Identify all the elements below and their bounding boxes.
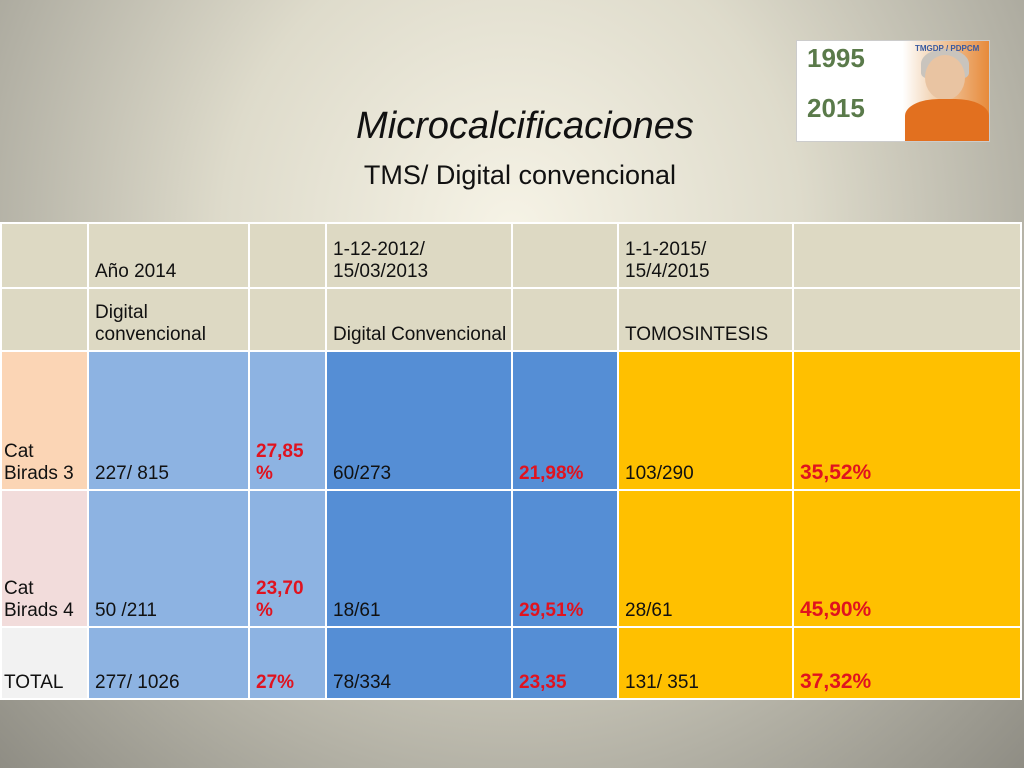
table-cell: 131/ 351 <box>617 626 794 700</box>
logo-year: 2015 <box>807 93 865 123</box>
table-cell: 50 /211 <box>87 489 250 628</box>
table-cell <box>248 222 327 289</box>
table-cell <box>792 222 1022 289</box>
title: Microcalcificaciones <box>356 105 694 147</box>
table-cell <box>511 287 619 352</box>
table-cell: 103/290 <box>617 350 794 491</box>
table-cell <box>248 287 327 352</box>
table-cell: Año 2014 <box>87 222 250 289</box>
data-table: Año 2014 1-12-2012/ 15/03/2013 1-1-2015/ 1… <box>0 222 1022 700</box>
table-cell: Cat Birads 4 <box>0 489 89 628</box>
table-cell: Cat Birads 3 <box>0 350 89 491</box>
table-cell <box>511 222 619 289</box>
table-row: Año 2014 1-12-2012/ 15/03/2013 1-1-2015/ 1… <box>0 222 1022 289</box>
table-cell: 28/61 <box>617 489 794 628</box>
table-cell: 29,51% <box>511 489 619 628</box>
logo-year: 1995 <box>807 43 865 73</box>
table-cell: 23,70 % <box>248 489 327 628</box>
table-cell: 45,90% <box>792 489 1022 628</box>
table-cell: Digital convencional <box>87 287 250 352</box>
table-cell <box>0 222 89 289</box>
table-row: Cat Birads 4 50 /211 23,70 % 18/61 29,51% 28/… <box>0 489 1022 628</box>
logo-tag: TMGDP / PDPCM <box>915 44 980 53</box>
table-cell: 1-12-2012/ 15/03/2013 <box>325 222 513 289</box>
table-cell <box>792 287 1022 352</box>
table-cell: 27% <box>248 626 327 700</box>
logo-body <box>905 99 989 141</box>
table-row: TOTAL 277/ 1026 27% 78/334 23,35 131/ 351 37,3… <box>0 626 1022 700</box>
subtitle: TMS/ Digital convencional <box>363 160 677 190</box>
table-cell: TOMOSINTESIS <box>617 287 794 352</box>
table-cell: 27,85 % <box>248 350 327 491</box>
table-cell <box>0 287 89 352</box>
logo: 1995 2015 TMGDP / PDPCM <box>796 40 990 142</box>
table-cell: 18/61 <box>325 489 513 628</box>
table-cell: Digital Convencional <box>325 287 513 352</box>
table-cell: 227/ 815 <box>87 350 250 491</box>
table-cell: 21,98% <box>511 350 619 491</box>
table-row: Cat Birads 3 227/ 815 27,85 % 60/273 21,98% 1… <box>0 350 1022 491</box>
table-cell: 23,35 <box>511 626 619 700</box>
table-cell: 277/ 1026 <box>87 626 250 700</box>
table-cell: 60/273 <box>325 350 513 491</box>
table-row: Digital convencional Digital Convencional… <box>0 287 1022 352</box>
table-cell: 1-1-2015/ 15/4/2015 <box>617 222 794 289</box>
table-cell: 37,32% <box>792 626 1022 700</box>
table-cell: 35,52% <box>792 350 1022 491</box>
table-cell: TOTAL <box>0 626 89 700</box>
table-cell: 78/334 <box>325 626 513 700</box>
logo-face <box>925 55 965 100</box>
